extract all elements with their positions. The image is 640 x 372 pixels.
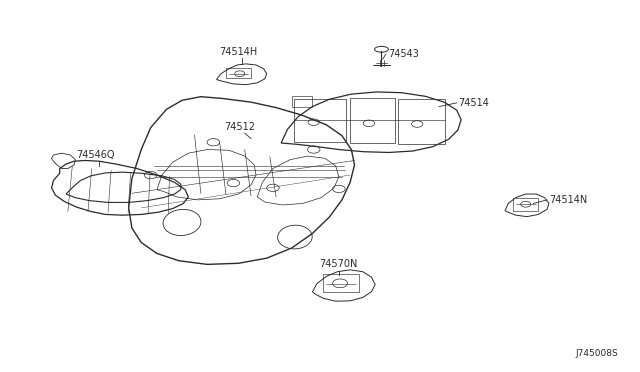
Text: 74543: 74543 <box>388 49 419 59</box>
Text: 74546Q: 74546Q <box>77 150 115 160</box>
Text: 74514: 74514 <box>458 98 489 108</box>
Text: 74514N: 74514N <box>549 195 587 205</box>
Text: 74512: 74512 <box>225 122 255 132</box>
Text: 74570N: 74570N <box>319 259 357 269</box>
Text: 74514H: 74514H <box>220 46 258 57</box>
Text: J745008S: J745008S <box>575 349 618 358</box>
